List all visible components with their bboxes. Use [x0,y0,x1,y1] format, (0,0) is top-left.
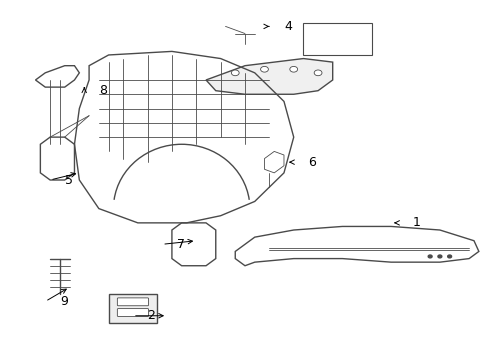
Text: 1: 1 [413,216,421,229]
Text: 5: 5 [65,174,73,186]
FancyBboxPatch shape [303,23,372,55]
Circle shape [448,255,452,258]
FancyBboxPatch shape [117,309,148,316]
Text: 9: 9 [60,295,68,308]
FancyBboxPatch shape [117,298,148,306]
Circle shape [290,66,297,72]
Text: 6: 6 [308,156,316,168]
Circle shape [314,70,322,76]
Circle shape [428,255,432,258]
Circle shape [438,255,442,258]
Text: 3: 3 [352,31,360,44]
Text: 4: 4 [284,20,292,33]
Polygon shape [109,294,157,323]
Circle shape [261,66,269,72]
Circle shape [231,70,239,76]
Polygon shape [206,59,333,94]
Text: 7: 7 [177,238,185,251]
Text: 8: 8 [99,84,107,97]
Text: 2: 2 [147,309,155,322]
